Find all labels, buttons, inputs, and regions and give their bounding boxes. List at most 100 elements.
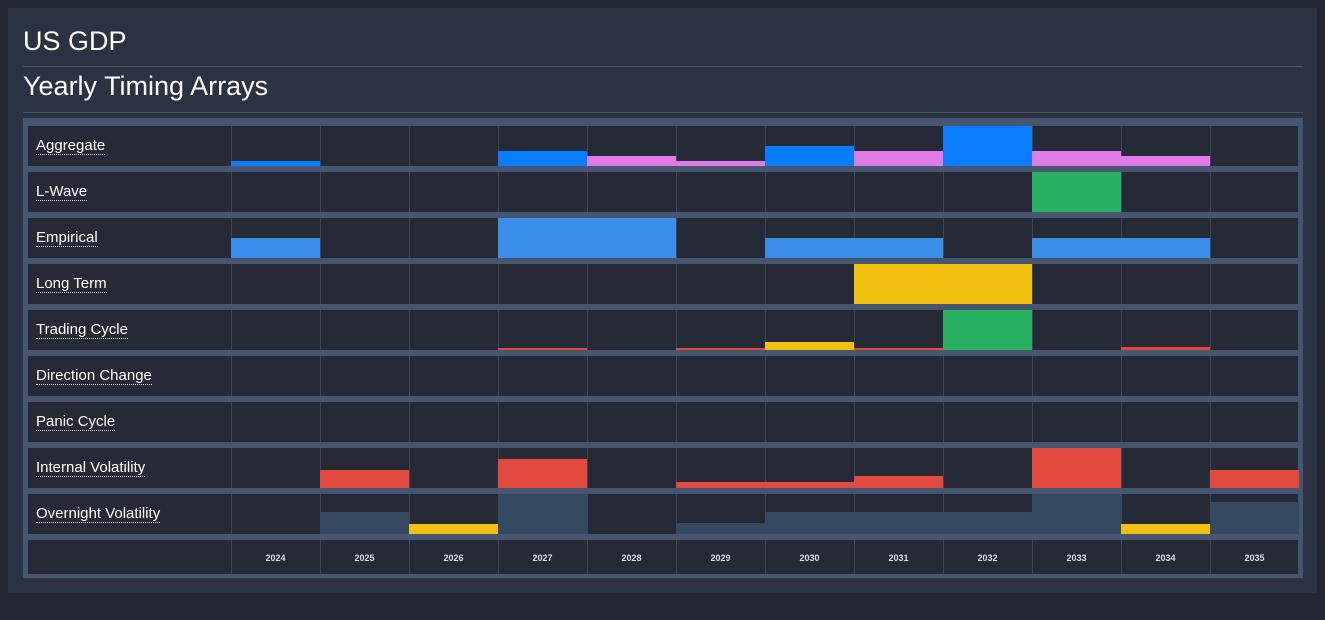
bar-overnight-volatility-2027[interactable] (498, 494, 587, 534)
column-divider (854, 310, 855, 350)
bar-empirical-2024[interactable] (231, 238, 320, 258)
column-divider (498, 310, 499, 350)
column-divider (1210, 218, 1211, 258)
row-label-aggregate[interactable]: Aggregate (36, 137, 106, 155)
bar-trading-cycle-2027[interactable] (498, 348, 587, 350)
year-tick-label: 2032 (977, 553, 998, 563)
column-divider (1121, 172, 1122, 212)
bar-long-term-2032[interactable] (943, 264, 1032, 304)
column-divider (676, 218, 677, 258)
column-divider (676, 310, 677, 350)
column-divider (320, 402, 321, 442)
bar-overnight-volatility-2033[interactable] (1032, 494, 1121, 534)
bar-aggregate-2033[interactable] (1032, 151, 1121, 166)
column-divider (409, 264, 410, 304)
bar-trading-cycle-2030[interactable] (765, 342, 854, 350)
bar-empirical-2033[interactable] (1032, 238, 1121, 258)
column-divider (587, 356, 588, 396)
bar-internal-volatility-2033[interactable] (1032, 448, 1121, 488)
row-label-internal-volatility[interactable]: Internal Volatility (36, 459, 146, 477)
year-tick-label: 2031 (888, 553, 909, 563)
column-divider (854, 356, 855, 396)
column-divider (409, 402, 410, 442)
row-label-direction-change[interactable]: Direction Change (36, 367, 152, 385)
row-long-term: Long Term (28, 264, 1298, 304)
column-divider (676, 172, 677, 212)
column-divider (231, 448, 232, 488)
year-tick-label: 2026 (443, 553, 464, 563)
bar-internal-volatility-2031[interactable] (854, 476, 943, 488)
bar-overnight-volatility-2031[interactable] (854, 512, 943, 534)
bar-empirical-2030[interactable] (765, 238, 854, 258)
column-divider (587, 126, 588, 166)
column-divider (231, 126, 232, 166)
row-label-panic-cycle[interactable]: Panic Cycle (36, 413, 116, 431)
column-divider (943, 402, 944, 442)
year-tick-label: 2027 (532, 553, 553, 563)
bar-aggregate-2032[interactable] (943, 126, 1032, 166)
row-label-l-wave[interactable]: L-Wave (36, 183, 88, 201)
row-internal-volatility: Internal Volatility (28, 448, 1299, 488)
column-divider (1210, 126, 1211, 166)
bar-l-wave-2033[interactable] (1032, 172, 1121, 212)
bar-aggregate-2024[interactable] (231, 161, 320, 166)
year-tick-label: 2030 (799, 553, 820, 563)
year-tick-label: 2025 (354, 553, 375, 563)
year-tick-label: 2024 (265, 553, 286, 563)
column-divider (676, 494, 677, 534)
column-divider (587, 540, 588, 574)
bar-aggregate-2028[interactable] (587, 156, 676, 166)
bar-overnight-volatility-2026[interactable] (409, 524, 498, 534)
column-divider (587, 264, 588, 304)
column-divider (320, 310, 321, 350)
column-divider (587, 402, 588, 442)
column-divider (231, 356, 232, 396)
bar-overnight-volatility-2035[interactable] (1210, 502, 1299, 534)
bar-long-term-2031[interactable] (854, 264, 943, 304)
bar-internal-volatility-2029[interactable] (676, 482, 765, 488)
column-divider (1121, 126, 1122, 166)
row-label-overnight-volatility[interactable]: Overnight Volatility (36, 505, 161, 523)
column-divider (1032, 310, 1033, 350)
column-divider (765, 172, 766, 212)
bar-aggregate-2029[interactable] (676, 161, 765, 166)
column-divider (676, 126, 677, 166)
bar-trading-cycle-2031[interactable] (854, 348, 943, 350)
row-label-empirical[interactable]: Empirical (36, 229, 98, 247)
bar-empirical-2034[interactable] (1121, 238, 1210, 258)
column-divider (409, 356, 410, 396)
row-label-long-term[interactable]: Long Term (36, 275, 107, 293)
column-divider (498, 540, 499, 574)
bar-aggregate-2030[interactable] (765, 146, 854, 166)
bar-overnight-volatility-2032[interactable] (943, 512, 1032, 534)
column-divider (231, 540, 232, 574)
column-divider (498, 172, 499, 212)
column-divider (676, 402, 677, 442)
bar-internal-volatility-2027[interactable] (498, 459, 587, 488)
bar-internal-volatility-2030[interactable] (765, 482, 854, 488)
bar-aggregate-2031[interactable] (854, 151, 943, 166)
column-divider (320, 448, 321, 488)
title-divider (23, 66, 1303, 67)
bar-trading-cycle-2034[interactable] (1121, 347, 1210, 350)
bar-trading-cycle-2029[interactable] (676, 348, 765, 350)
bar-empirical-2027[interactable] (498, 218, 587, 258)
bar-aggregate-2027[interactable] (498, 151, 587, 166)
column-divider (1121, 540, 1122, 574)
bar-overnight-volatility-2034[interactable] (1121, 524, 1210, 534)
bar-overnight-volatility-2030[interactable] (765, 512, 854, 534)
bar-empirical-2028[interactable] (587, 218, 676, 258)
bar-internal-volatility-2025[interactable] (320, 470, 409, 488)
column-divider (1210, 172, 1211, 212)
column-divider (1032, 126, 1033, 166)
bar-overnight-volatility-2025[interactable] (320, 512, 409, 534)
column-divider (854, 540, 855, 574)
bar-internal-volatility-2035[interactable] (1210, 470, 1299, 488)
bar-aggregate-2034[interactable] (1121, 156, 1210, 166)
column-divider (320, 540, 321, 574)
bar-trading-cycle-2032[interactable] (943, 310, 1032, 350)
row-label-trading-cycle[interactable]: Trading Cycle (36, 321, 128, 339)
column-divider (231, 264, 232, 304)
bar-empirical-2031[interactable] (854, 238, 943, 258)
bar-overnight-volatility-2029[interactable] (676, 523, 765, 534)
